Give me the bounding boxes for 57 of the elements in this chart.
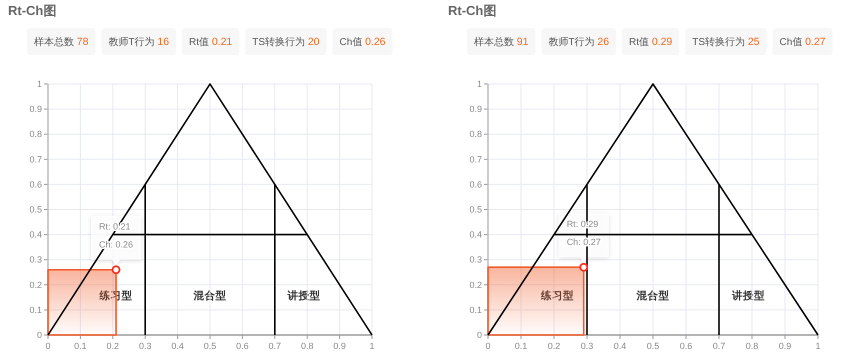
y-tick-label: 0.9 <box>469 104 482 114</box>
x-tick-label: 0.1 <box>74 341 87 351</box>
y-tick-label: 0 <box>476 330 482 340</box>
y-tick-label: 0.4 <box>469 230 482 240</box>
x-tick-label: 0.2 <box>548 341 560 351</box>
y-tick-label: 0.5 <box>29 204 42 214</box>
chart-title: Rt-Ch图 <box>8 3 56 18</box>
x-tick-label: 0.7 <box>268 341 282 351</box>
x-tick-label: 0.5 <box>646 341 660 351</box>
x-tick-label: 1 <box>369 341 375 351</box>
x-tick-label: 0.6 <box>680 341 692 351</box>
text: Ch值 0.27 <box>780 36 826 48</box>
x-tick-label: 0.3 <box>580 341 594 351</box>
x-tick-label: 0 <box>485 341 491 351</box>
y-tick-label: 1 <box>476 79 482 89</box>
y-tick-label: 0.9 <box>29 104 42 114</box>
text: Ch值 0.26 <box>340 36 386 48</box>
text: 样本总数 91 <box>474 36 529 48</box>
annotation: 讲授型 <box>286 288 320 302</box>
y-tick-label: 0.6 <box>469 179 482 190</box>
y-tick-label: 0.2 <box>29 280 42 290</box>
x-tick-label: 0 <box>45 341 51 351</box>
y-tick-label: 0.4 <box>29 230 42 240</box>
text: Rt值 0.29 <box>629 36 672 48</box>
y-tick-label: 0.5 <box>469 204 482 214</box>
y-tick-label: 0.7 <box>29 154 42 164</box>
x-tick-label: 0.5 <box>204 341 216 351</box>
x-tick-label: 0.4 <box>171 341 184 351</box>
y-tick-label: 0.1 <box>469 304 482 315</box>
y-tick-label: 0.3 <box>469 254 482 265</box>
y-tick-label: 0.3 <box>29 254 42 265</box>
x-tick-label: 0.6 <box>236 341 249 351</box>
y-tick-label: 0 <box>36 330 42 340</box>
y-tick-label: 0.6 <box>29 179 42 190</box>
y-tick-label: 1 <box>36 79 42 89</box>
y-tick-label: 0.8 <box>29 129 42 140</box>
x-tick-label: 0.8 <box>300 341 314 351</box>
x-tick-label: 0.3 <box>138 341 152 351</box>
text: 样本总数 78 <box>34 36 89 48</box>
text: TS转换行为 20 <box>252 36 320 48</box>
x-tick-label: 0.4 <box>614 341 626 351</box>
x-tick-label: 0.7 <box>712 341 726 351</box>
y-tick-label: 0.7 <box>469 154 482 164</box>
text: 教师T行为 16 <box>108 36 170 48</box>
x-tick-label: 0.9 <box>778 341 792 351</box>
text: 教师T行为 26 <box>548 36 610 48</box>
x-tick-label: 0.9 <box>333 341 346 351</box>
text: TS转换行为 25 <box>692 36 760 48</box>
x-tick-label: 0.1 <box>514 341 528 351</box>
text: Rt值 0.21 <box>189 36 232 48</box>
y-tick-label: 0.1 <box>29 304 42 315</box>
y-tick-label: 0.8 <box>469 129 482 140</box>
y-tick-label: 0.2 <box>469 280 482 290</box>
chart-title: Rt-Ch图 <box>448 3 496 18</box>
x-tick-label: 0.8 <box>746 341 758 351</box>
x-tick-label: 1 <box>815 341 821 351</box>
x-tick-label: 0.2 <box>106 341 120 351</box>
